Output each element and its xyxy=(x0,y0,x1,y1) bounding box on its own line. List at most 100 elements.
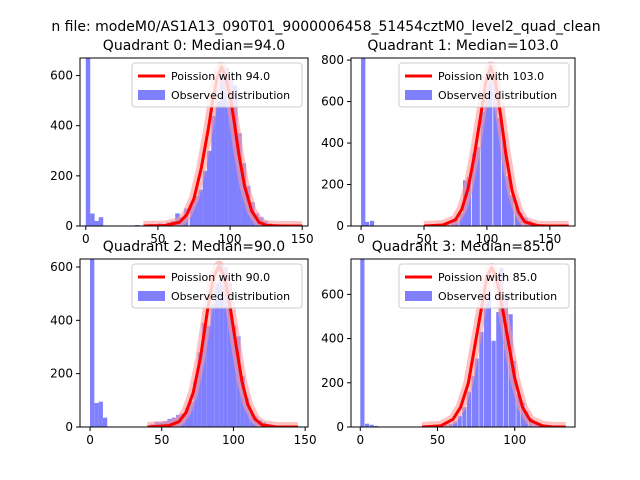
x-tick-label: 50 xyxy=(430,433,445,447)
plot-area xyxy=(85,58,303,226)
histogram-bar xyxy=(90,213,95,226)
x-tick-label: 100 xyxy=(503,433,526,447)
histogram-bar xyxy=(486,289,492,427)
x-tick-label: 150 xyxy=(294,433,317,447)
legend-label-poisson: Poission with 90.0 xyxy=(171,271,270,284)
histogram-bar xyxy=(488,80,493,226)
x-tick-label: 50 xyxy=(416,232,431,246)
histogram-bar xyxy=(94,220,99,226)
y-tick-label: 0 xyxy=(336,219,344,233)
histogram-bar xyxy=(194,195,199,226)
x-tick-label: 50 xyxy=(154,433,169,447)
histogram-bar xyxy=(206,325,211,427)
histogram-bar xyxy=(90,259,95,427)
figure-title: n file: modeM0/AS1A13_090T01_9000006458_… xyxy=(51,19,600,35)
y-tick-label: 200 xyxy=(50,367,73,381)
histogram-bar xyxy=(496,118,502,226)
legend-label-poisson: Poission with 85.0 xyxy=(438,271,537,284)
x-tick-label: 0 xyxy=(82,232,90,246)
histogram-bar xyxy=(374,425,379,427)
histogram-bar xyxy=(227,283,232,427)
histogram-bar xyxy=(369,220,375,226)
legend-label-poisson: Poission with 94.0 xyxy=(171,70,270,83)
axes-frame xyxy=(79,258,309,428)
legend: Poission with 85.0 Observed distribution xyxy=(398,263,570,309)
histogram-bar xyxy=(466,391,472,427)
panel-quadrant-1: 0 50 100 150 0 200 400 600 800 Quadrant 1: Median… xyxy=(321,38,576,246)
histogram-bar xyxy=(215,101,221,226)
histogram-bar xyxy=(361,58,366,226)
legend-frame xyxy=(398,263,570,309)
panel-quadrant-2: 0 50 100 150 0 200 400 600 Quadrant 2: Median=90… xyxy=(50,239,316,447)
legend-label-observed: Observed distribution xyxy=(171,89,290,102)
panel-title: Quadrant 0: Median=94.0 xyxy=(103,38,285,54)
y-tick-label: 200 xyxy=(50,169,73,183)
y-tick-label: 600 xyxy=(321,287,344,301)
axes-frame xyxy=(350,258,576,428)
x-tick-label: 0 xyxy=(357,232,365,246)
histogram-bar xyxy=(98,401,103,427)
histogram-bar xyxy=(369,424,374,427)
histogram-bar xyxy=(462,407,467,427)
histogram-bar xyxy=(471,153,477,226)
histogram-bar xyxy=(475,147,480,226)
histogram-bar xyxy=(499,267,504,427)
histogram-bar xyxy=(452,421,458,427)
y-tick-label: 400 xyxy=(50,119,73,133)
histogram-bar xyxy=(483,303,489,427)
histogram-bar xyxy=(496,312,501,427)
legend-frame xyxy=(398,62,570,108)
legend-label-observed: Observed distribution xyxy=(171,290,290,303)
histogram-bar xyxy=(491,340,496,427)
histogram-bar xyxy=(457,415,462,427)
x-tick-label: 150 xyxy=(291,232,314,246)
x-tick-label: 100 xyxy=(222,433,245,447)
panel-quadrant-3: 0 50 100 0 200 400 600 Quadrant 3: Median=85.0 P… xyxy=(321,239,576,447)
histogram-bar xyxy=(224,68,229,226)
histogram-bar xyxy=(219,264,224,427)
y-tick-label: 600 xyxy=(50,260,73,274)
histogram-bar xyxy=(94,403,99,427)
legend-bar-swatch xyxy=(138,90,165,100)
histogram-bar xyxy=(364,221,370,226)
histogram-bar xyxy=(211,115,216,226)
histogram-bar xyxy=(198,189,203,226)
x-tick-label: 0 xyxy=(86,433,94,447)
legend: Poission with 90.0 Observed distribution xyxy=(131,263,303,309)
histogram-bar xyxy=(503,294,509,427)
y-tick-label: 0 xyxy=(65,219,73,233)
panel-quadrant-0: 0 50 100 150 0 200 400 600 Quadrant 0: Median=94… xyxy=(50,38,314,246)
legend: Poission with 94.0 Observed distribution xyxy=(131,62,303,108)
legend-bar-swatch xyxy=(138,291,165,301)
y-tick-label: 200 xyxy=(321,376,344,390)
y-tick-label: 600 xyxy=(50,69,73,83)
axes-frame xyxy=(79,57,309,227)
histogram-bar xyxy=(210,304,215,427)
plot-area xyxy=(360,259,566,427)
histogram-bar xyxy=(505,176,511,226)
histogram-bar xyxy=(480,111,485,226)
histogram-bar xyxy=(471,376,476,427)
y-tick-label: 600 xyxy=(321,95,344,109)
histogram-bar xyxy=(219,75,225,226)
legend-frame xyxy=(131,263,303,309)
x-tick-label: 50 xyxy=(150,232,165,246)
panel-title: Quadrant 3: Median=85.0 xyxy=(372,239,554,255)
legend-bar-swatch xyxy=(405,291,432,301)
x-tick-label: 0 xyxy=(356,433,364,447)
y-tick-label: 0 xyxy=(65,420,73,434)
histogram-bar xyxy=(484,91,489,226)
legend-label-observed: Observed distribution xyxy=(438,89,557,102)
histogram-bar xyxy=(479,331,484,427)
y-tick-label: 200 xyxy=(321,178,344,192)
y-tick-label: 800 xyxy=(321,53,344,67)
histogram-bar xyxy=(193,381,198,427)
x-tick-label: 100 xyxy=(219,232,242,246)
histogram-bar xyxy=(197,352,202,427)
panel-title: Quadrant 1: Median=103.0 xyxy=(367,38,558,54)
legend: Poission with 103.0 Observed distribution xyxy=(398,62,570,108)
x-tick-label: 100 xyxy=(475,232,498,246)
legend-bar-swatch xyxy=(405,90,432,100)
legend-frame xyxy=(131,62,303,108)
legend-label-poisson: Poission with 103.0 xyxy=(438,70,544,83)
